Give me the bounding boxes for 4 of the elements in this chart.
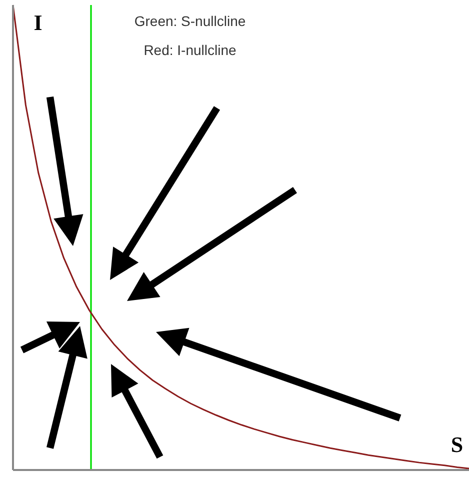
annotation: Green: S-nullcline xyxy=(134,13,246,29)
annotation: Red: I-nullcline xyxy=(144,42,237,58)
y-axis-title: I xyxy=(34,10,42,35)
x-axis-title: S xyxy=(450,432,464,457)
